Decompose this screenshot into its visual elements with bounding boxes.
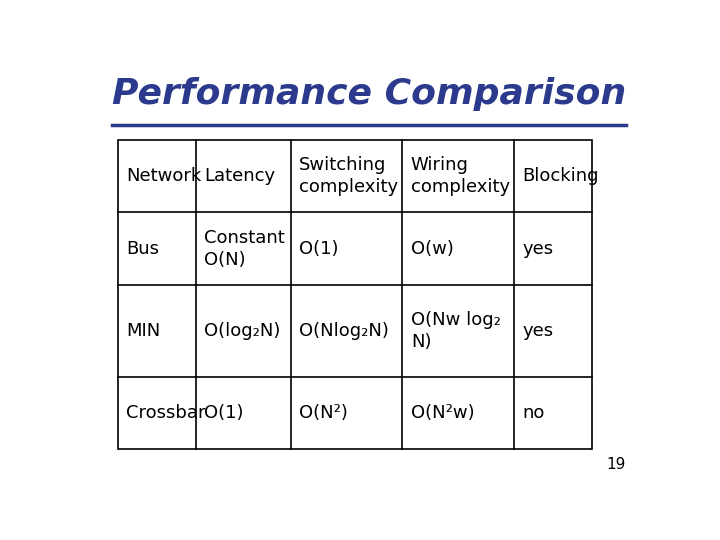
Text: O(N²): O(N²) bbox=[300, 404, 348, 422]
Text: yes: yes bbox=[523, 240, 554, 258]
Text: O(N²w): O(N²w) bbox=[411, 404, 474, 422]
Text: O(1): O(1) bbox=[300, 240, 338, 258]
Text: O(w): O(w) bbox=[411, 240, 454, 258]
Text: Crossbar: Crossbar bbox=[126, 404, 206, 422]
Text: Blocking: Blocking bbox=[523, 167, 599, 185]
Text: no: no bbox=[523, 404, 545, 422]
Text: Wiring
complexity: Wiring complexity bbox=[411, 156, 510, 196]
Text: O(log₂N): O(log₂N) bbox=[204, 322, 281, 340]
Text: Switching
complexity: Switching complexity bbox=[300, 156, 398, 196]
Text: Latency: Latency bbox=[204, 167, 276, 185]
Text: Constant
O(N): Constant O(N) bbox=[204, 229, 285, 269]
Text: yes: yes bbox=[523, 322, 554, 340]
Text: O(Nw log₂
N): O(Nw log₂ N) bbox=[411, 311, 500, 351]
Text: Bus: Bus bbox=[126, 240, 159, 258]
Text: Performance Comparison: Performance Comparison bbox=[112, 77, 626, 111]
Text: Network: Network bbox=[126, 167, 202, 185]
Text: 19: 19 bbox=[606, 457, 626, 472]
Text: MIN: MIN bbox=[126, 322, 161, 340]
Text: O(Nlog₂N): O(Nlog₂N) bbox=[300, 322, 389, 340]
Text: O(1): O(1) bbox=[204, 404, 244, 422]
Bar bbox=[118, 140, 593, 449]
